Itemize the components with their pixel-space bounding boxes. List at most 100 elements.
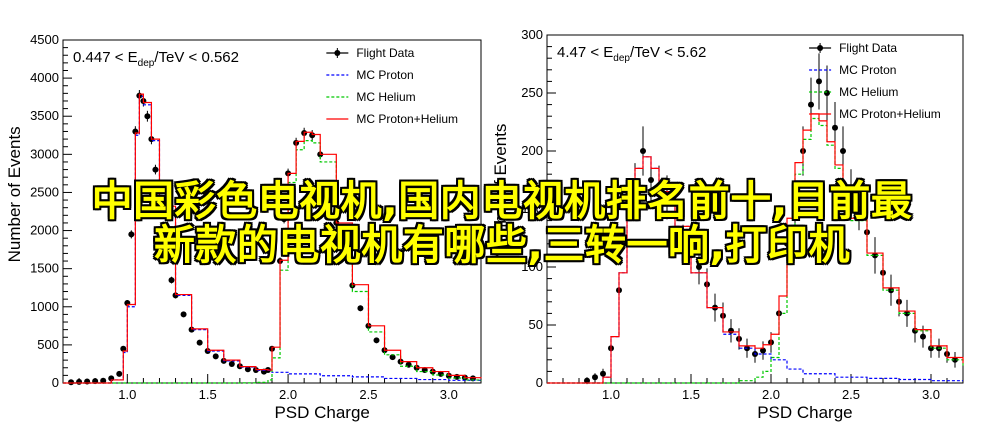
x-tick-label: 2.5: [842, 387, 860, 402]
data-point: [760, 347, 766, 354]
data-point: [904, 310, 910, 317]
data-point: [116, 370, 123, 377]
data-point: [920, 333, 926, 340]
x-tick-label: 2.5: [359, 387, 377, 402]
data-point: [168, 277, 175, 284]
data-point: [389, 354, 396, 361]
x-tick-label: 2.0: [279, 387, 297, 402]
legend-label: Flight Data: [839, 41, 897, 55]
data-point: [76, 378, 83, 385]
data-point: [816, 78, 822, 85]
x-tick-label: 1.5: [199, 387, 217, 402]
data-point: [68, 379, 75, 386]
data-point: [680, 240, 686, 247]
y-axis-label: Number of Events: [5, 126, 24, 262]
chart-title: 0.447 < Edep/TeV < 0.562: [73, 49, 239, 69]
data-point: [144, 113, 151, 120]
data-point: [188, 326, 195, 333]
data-point: [728, 327, 734, 334]
data-point: [856, 206, 862, 212]
legend-entry-mc-proton: MC Proton: [809, 63, 896, 77]
data-point: [357, 305, 364, 312]
series-mc-helium: [63, 140, 482, 384]
legend-entry-mc-helium: MC Helium: [809, 85, 898, 99]
series-line: [63, 140, 482, 384]
y-axis-label: Number of Events: [491, 124, 510, 260]
series-mc-proton-helium: [547, 113, 964, 384]
data-point: [100, 377, 107, 384]
data-point: [244, 366, 251, 373]
data-point: [952, 356, 958, 363]
data-point: [664, 194, 670, 201]
data-point: [309, 132, 316, 139]
y-tick-label: 4500: [30, 32, 59, 47]
y-tick-label: 0: [536, 375, 543, 390]
legend-entry-flight-data: Flight Data: [809, 41, 897, 55]
data-point: [164, 254, 171, 261]
legend-label: MC Helium: [356, 90, 415, 104]
legend-label: MC Proton+Helium: [356, 112, 458, 126]
y-tick-label: 2500: [30, 184, 59, 199]
chart-panel-high-energy: 1.0 1.5 2.0 2.5 3.0 0 50 100 150 200 250 300 PSD Cha…: [491, 27, 964, 422]
data-point: [373, 337, 380, 344]
overlay-headline-line-1: 中国彩色电视机,国内电视机排名前十,目前最: [91, 177, 913, 225]
y-tick-label: 3500: [30, 108, 59, 123]
legend-entry-mc-proton-helium: MC Proton+Helium: [809, 107, 941, 121]
data-point: [832, 124, 838, 131]
x-tick-label: 3.0: [922, 387, 940, 402]
x-axis-label: PSD Charge: [274, 403, 369, 422]
y-tick-label: 0: [52, 375, 59, 390]
y-tick-label: 500: [37, 337, 59, 352]
overlay-headline-line-2: 新款的电视机有哪些,三转一响,打印机: [153, 221, 851, 269]
data-point: [281, 216, 288, 223]
legend-label: MC Proton: [356, 68, 413, 82]
data-point: [648, 177, 654, 183]
data-point: [824, 90, 830, 96]
data-point: [341, 254, 348, 261]
x-tick-label: 2.0: [762, 387, 780, 402]
chart-title: 4.47 < Edep/TeV < 5.62: [557, 44, 706, 64]
series-line: [63, 93, 482, 384]
data-point: [872, 252, 878, 259]
y-tick-label: 100: [521, 259, 543, 274]
data-point: [196, 339, 203, 346]
y-tick-label: 250: [521, 85, 543, 100]
data-point: [696, 264, 702, 270]
chart-panel-low-energy: 1.0 1.5 2.0 2.5 3.0 0 500 1000 1500 2000 2500 3000 3…: [5, 32, 482, 422]
y-tick-label: 200: [521, 143, 543, 158]
x-tick-label: 3.0: [440, 387, 458, 402]
legend-entry-mc-proton: MC Proton: [326, 68, 414, 82]
series-mc-proton-helium: [63, 93, 482, 384]
y-tick-label: 50: [529, 317, 543, 332]
data-point: [228, 360, 235, 367]
y-tick-label: 1000: [30, 299, 59, 314]
data-point: [120, 345, 127, 352]
x-tick-label: 1.0: [602, 387, 620, 402]
data-point: [172, 292, 179, 299]
x-axis-label: PSD Charge: [757, 403, 852, 422]
series-line: [547, 113, 964, 384]
data-point: [808, 101, 814, 108]
legend-label: Flight Data: [356, 46, 414, 60]
y-tick-label: 300: [521, 27, 543, 42]
data-point: [640, 148, 646, 154]
data-point: [592, 374, 598, 381]
data-point: [325, 181, 332, 188]
data-point: [840, 148, 846, 154]
legend-label: MC Proton+Helium: [839, 107, 941, 121]
data-point: [600, 370, 606, 377]
legend-label: MC Helium: [839, 85, 898, 99]
legend-entry-mc-proton-helium: MC Proton+Helium: [326, 112, 458, 126]
legend-label: MC Proton: [839, 63, 896, 77]
y-tick-label: 2000: [30, 223, 59, 238]
y-tick-label: 3000: [30, 146, 59, 161]
y-tick-label: 1500: [30, 261, 59, 276]
x-tick-label: 1.5: [682, 387, 700, 402]
data-point: [180, 311, 187, 318]
data-point: [584, 377, 590, 384]
legend-entry-mc-helium: MC Helium: [326, 90, 416, 104]
y-tick-label: 150: [521, 201, 543, 216]
y-tick-label: 4000: [30, 70, 59, 85]
data-point: [928, 345, 934, 352]
